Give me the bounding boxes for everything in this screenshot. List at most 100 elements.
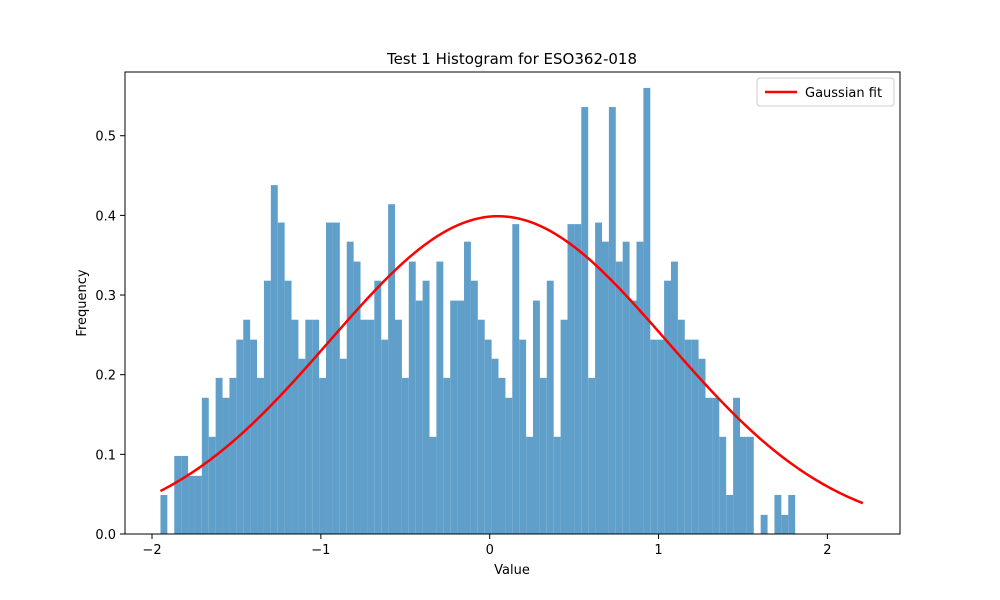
histogram-bar [339, 358, 347, 534]
y-tick-label: 0.2 [95, 369, 116, 384]
histogram-bar [388, 204, 396, 535]
histogram-bar [746, 436, 754, 534]
y-tick-label: 0.0 [95, 528, 116, 543]
histogram-bar [650, 339, 658, 534]
histogram-bar [360, 319, 368, 534]
histogram-bar [229, 377, 237, 534]
histogram-bar [222, 397, 230, 534]
histogram-bar [760, 514, 768, 534]
histogram-bar [677, 319, 685, 534]
x-tick-label: −2 [142, 543, 161, 558]
histogram-bar [698, 358, 706, 534]
histogram-bar [691, 339, 699, 534]
y-tick-label: 0.1 [95, 448, 116, 463]
histogram-bar [188, 475, 195, 534]
histogram-bar [664, 280, 671, 534]
histogram-bar [395, 319, 402, 534]
y-tick-label: 0.5 [95, 130, 116, 145]
histogram-bar [270, 185, 278, 535]
histogram-bar [739, 436, 747, 534]
x-axis-ticks: −2 −1 0 1 2 [142, 534, 832, 558]
chart-title: Test 1 Histogram for ESO362-018 [386, 50, 637, 68]
histogram-bar [781, 514, 789, 534]
histogram-bar [346, 241, 354, 535]
histogram-bar [491, 358, 499, 534]
legend-box [756, 77, 895, 107]
histogram-bar [684, 339, 692, 534]
histogram-bar [588, 377, 596, 534]
histogram-bar [477, 319, 485, 534]
x-axis-label: Value [494, 563, 530, 578]
histogram-bar [243, 319, 251, 534]
histogram-bar [201, 397, 209, 534]
x-tick-label: 1 [654, 543, 662, 558]
histogram-bar [298, 358, 306, 534]
histogram-bar [629, 300, 637, 534]
histogram-bar [608, 107, 616, 535]
histogram-bar [498, 377, 506, 534]
y-tick-label: 0.4 [95, 209, 116, 224]
histogram-bar [519, 339, 527, 534]
histogram-bar [160, 494, 168, 534]
histogram-bar [581, 107, 589, 535]
histogram-bar [332, 222, 340, 535]
histogram-bar [601, 241, 609, 535]
histogram-bar [312, 319, 320, 534]
histogram-bar [539, 377, 547, 534]
histogram-bar [422, 280, 430, 534]
histogram-bar [319, 377, 327, 534]
histogram-bar [381, 339, 389, 534]
histogram-bar [705, 397, 713, 534]
gaussian-fit-curve [159, 214, 864, 505]
histogram-bar [367, 319, 375, 534]
histogram-bar [326, 222, 333, 535]
histogram-bar [553, 436, 561, 534]
x-tick-label: 2 [823, 543, 831, 558]
histogram-bar [595, 222, 602, 535]
histogram-bar [436, 261, 444, 534]
histogram-bar [512, 224, 520, 534]
histogram-bar [415, 300, 423, 534]
histogram-bar [726, 494, 734, 534]
y-tick-label: 0.3 [95, 289, 116, 304]
legend-label-gaussian-fit: Gaussian fit [805, 86, 882, 101]
histogram-bar [670, 261, 678, 534]
histogram-bar [774, 494, 782, 534]
histogram-bar [526, 436, 534, 534]
histogram-bar [174, 455, 182, 534]
histogram-bar [719, 436, 727, 534]
histogram-bar [733, 397, 740, 534]
histogram-bar [788, 494, 796, 534]
histogram-bar [429, 436, 437, 534]
histogram-bar [622, 241, 630, 535]
histogram-bar [408, 261, 416, 534]
histogram-bar [284, 280, 292, 534]
histogram-bar [484, 339, 492, 534]
histogram-bar [181, 455, 189, 534]
histogram-bar [291, 319, 299, 534]
x-tick-label: −1 [311, 543, 330, 558]
histogram-bar [636, 241, 644, 535]
histogram-bar [374, 280, 382, 534]
histogram-bar [250, 339, 258, 534]
histogram-bar [457, 300, 465, 534]
histogram-bar [305, 319, 313, 534]
histogram-bar [277, 222, 285, 535]
histogram-bar [533, 300, 540, 534]
y-axis-label: Frequency [75, 269, 90, 336]
gaussian-fit-line [159, 214, 864, 505]
histogram-bar [257, 377, 264, 534]
histogram-bar [560, 319, 568, 534]
histogram-bar [215, 377, 223, 534]
histogram-bar [208, 436, 216, 534]
axes-frame [124, 71, 901, 535]
y-axis-ticks: 0.0 0.1 0.2 0.3 0.4 0.5 [95, 130, 125, 543]
x-tick-label: 0 [486, 543, 494, 558]
histogram-bar [643, 87, 651, 535]
histogram-bar [712, 397, 720, 534]
histogram-bar [574, 224, 582, 534]
histogram-bar [353, 261, 361, 534]
legend: Gaussian fit [756, 77, 895, 107]
histogram-bar [546, 280, 554, 534]
